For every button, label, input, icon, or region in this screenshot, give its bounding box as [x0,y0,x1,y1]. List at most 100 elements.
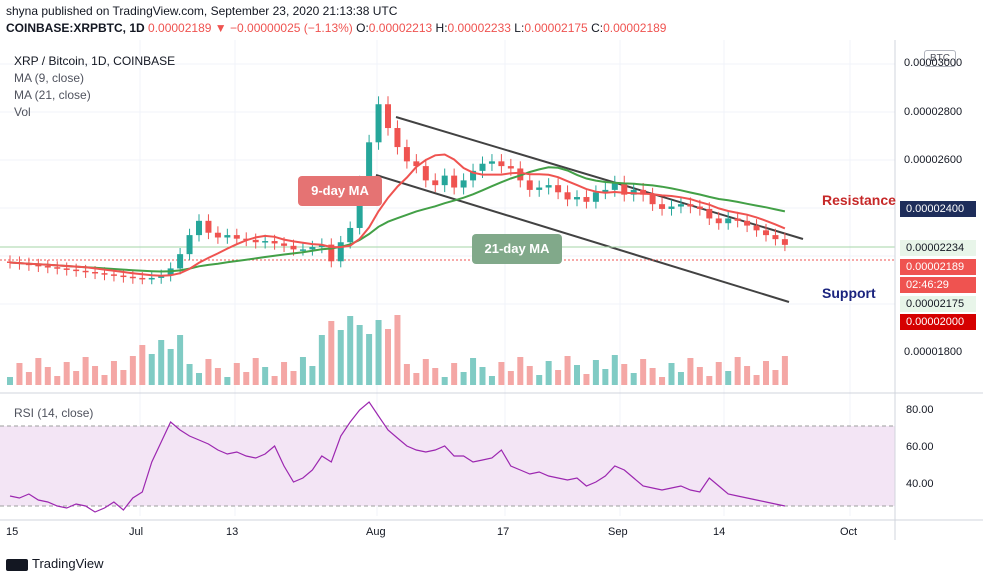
candle-body [205,220,212,233]
volume-bar [73,371,80,385]
candle-body [574,197,580,200]
volume-bar [545,361,552,385]
candle-body [366,142,373,183]
candle-body [252,239,259,243]
candle-body [139,277,146,280]
open-value: 0.00002213 [368,21,433,35]
currency-badge[interactable]: BTC [924,50,956,67]
volume-bar [640,359,647,385]
volume-bar [687,358,694,385]
candle-body [781,239,788,245]
volume-bar [403,364,410,385]
tradingview-logo-icon [6,558,28,571]
volume-bar [772,370,779,385]
volume-bar [602,369,609,385]
candle-body [347,227,354,243]
volume-bar [281,362,288,385]
volume-bar [498,362,505,385]
volume-bar [328,321,335,385]
price-tick: 0.00002800 [904,106,963,118]
volume-bar [734,357,741,385]
candle-body [422,166,429,181]
candle-body [73,269,80,272]
volume-bar [470,358,477,385]
volume-bar [7,377,13,385]
volume-bar [347,316,354,385]
candle-body [592,192,599,202]
candle-body [488,161,495,164]
rsi-line [9,401,786,513]
candle-body [611,182,618,190]
candle-body [649,194,656,205]
brand-footer[interactable]: TradingView [6,556,104,571]
candle-body [375,104,382,143]
volume-bar [394,315,401,385]
candle-body [120,275,127,278]
candle-body [262,241,269,243]
time-tick: 14 [713,526,726,538]
candle-body [328,244,335,262]
volume-bar [139,345,146,385]
volume-bar [16,363,23,385]
publish-info: shyna published on TradingView.com, Sept… [6,4,398,18]
volume-bar [696,367,703,385]
candle-body [687,204,694,207]
time-tick: 13 [226,526,239,538]
price-change: −0.00000025 (−1.13%) [230,21,353,35]
candle-body [677,204,684,207]
volume-bar [744,366,751,385]
candle-body [299,249,306,251]
volume-bar [375,320,382,385]
high-label: H: [435,21,448,35]
ma21-callout: 21-day MA [472,234,562,264]
candle-body [290,245,297,250]
candle-body [536,187,543,190]
volume-bar [262,367,269,385]
volume-bar [214,368,221,385]
time-tick: Aug [366,526,386,538]
volume-bar [413,373,420,385]
candle-body [224,235,231,238]
chart-canvas[interactable] [0,40,983,540]
rsi-tick: 40.00 [906,478,934,490]
volume-bar [318,335,325,385]
candle-body [621,182,628,195]
candle-body [630,189,637,195]
candle-body [545,185,552,188]
time-tick: 17 [497,526,510,538]
candle-body [233,235,240,239]
volume-bar [668,363,675,385]
close-value: 0.00002189 [603,21,667,35]
candle-body [413,161,420,167]
volume-bar [167,349,174,385]
volume-bar [129,356,136,385]
rsi-band [0,426,895,506]
volume-bar [177,335,184,385]
time-tick: 15 [6,526,19,538]
close-label: C: [591,21,604,35]
candle-body [479,163,486,171]
candle-body [715,218,722,224]
candle-body [403,147,410,162]
volume-bar [54,376,61,385]
volume-bar [555,370,562,385]
volume-bar [460,372,467,385]
symbol-name: COINBASE:XRPBTC, 1D [6,21,145,35]
volume-bar [110,361,117,385]
volume-bar [224,377,231,385]
candle-body [309,247,316,250]
high-value: 0.00002233 [447,21,511,35]
volume-bar [621,364,628,385]
chart-frame [0,40,983,540]
candle-body [186,235,193,255]
volume-bar [592,360,599,385]
open-label: O: [356,21,369,35]
volume-bar [488,376,495,385]
change-arrow-icon: ▼ [214,21,227,35]
volume-bar [205,359,212,385]
volume-bar [583,374,590,385]
volume-bar [763,361,769,385]
volume-bar [574,365,580,385]
candle-body [394,128,401,148]
countdown-badge: 02:46:29 [900,277,976,293]
